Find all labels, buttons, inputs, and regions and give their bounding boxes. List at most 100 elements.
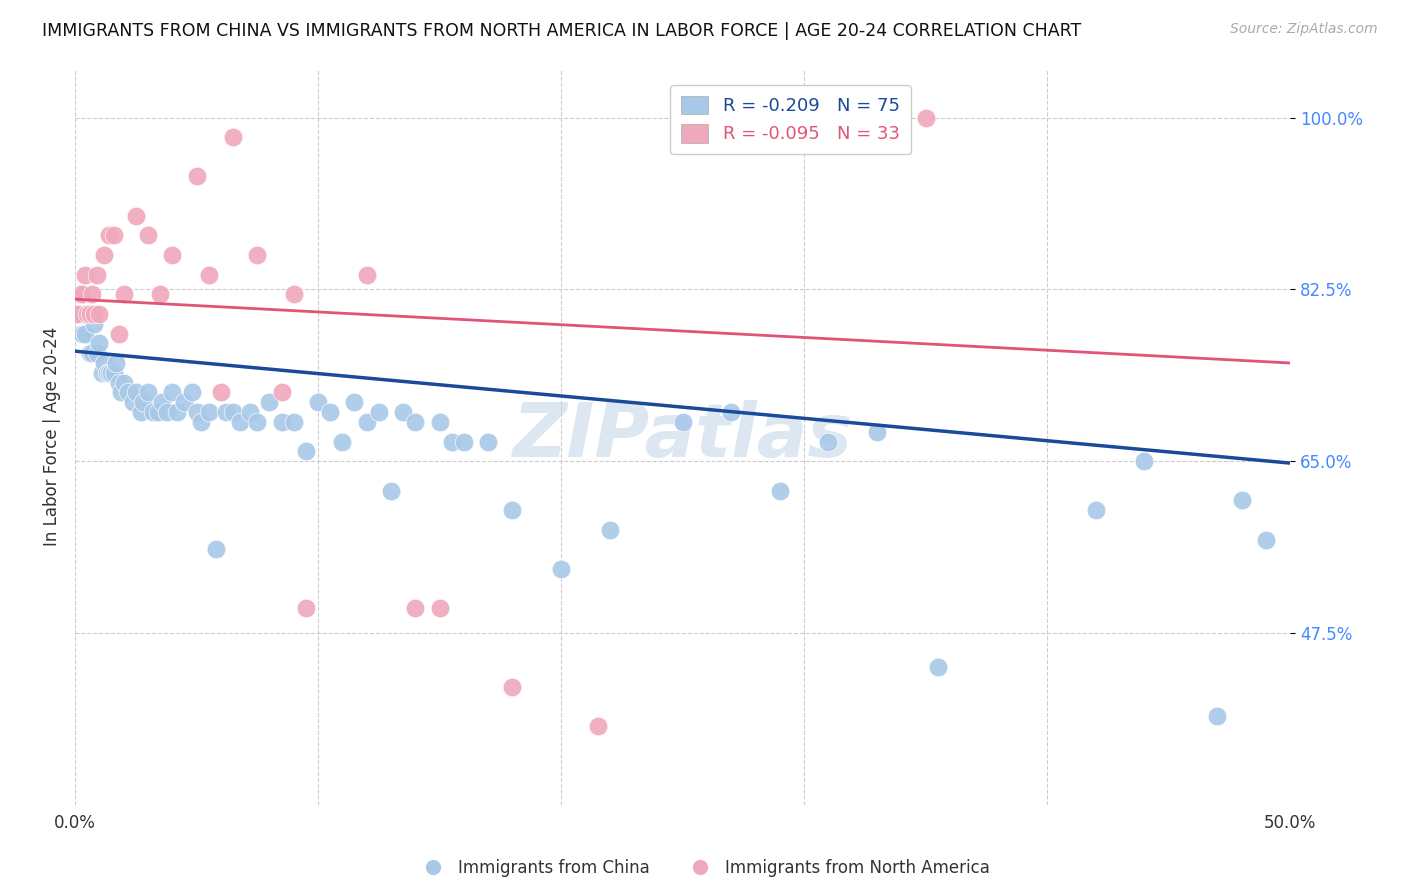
Point (112, 376, 135, 390)
Point (1133, 454, 1156, 468)
Point (392, 405, 415, 419)
Legend: R = -0.209   N = 75, R = -0.095   N = 33: R = -0.209 N = 75, R = -0.095 N = 33 (671, 85, 911, 154)
Point (190, 415, 212, 429)
Point (80, 287, 103, 301)
Point (453, 434, 475, 449)
Point (356, 268, 378, 282)
Point (404, 601, 426, 615)
Point (259, 395, 281, 409)
Point (93, 248, 115, 262)
Point (100, 366, 122, 380)
Point (817, 434, 839, 449)
Point (205, 542, 228, 557)
Point (1230, 493, 1253, 508)
Point (270, 415, 292, 429)
Legend: Immigrants from China, Immigrants from North America: Immigrants from China, Immigrants from N… (409, 853, 997, 884)
Point (89, 336, 111, 351)
Point (222, 130, 245, 145)
Point (501, 680, 523, 694)
Point (1206, 709, 1229, 723)
Point (76, 307, 98, 321)
Point (79, 307, 101, 321)
Point (229, 415, 252, 429)
Point (73, 268, 96, 282)
Point (149, 287, 172, 301)
Point (197, 268, 219, 282)
Point (76, 307, 98, 321)
Point (90, 366, 112, 380)
Point (72, 287, 94, 301)
Point (160, 385, 183, 400)
Point (927, 660, 949, 674)
Point (1254, 533, 1277, 547)
Text: IMMIGRANTS FROM CHINA VS IMMIGRANTS FROM NORTH AMERICA IN LABOR FORCE | AGE 20-2: IMMIGRANTS FROM CHINA VS IMMIGRANTS FROM… (42, 22, 1081, 40)
Point (501, 503, 523, 517)
Point (367, 405, 389, 419)
Point (283, 287, 305, 301)
Point (66, 307, 89, 321)
Point (107, 376, 129, 390)
Point (107, 326, 129, 341)
Point (83, 317, 105, 331)
Point (866, 425, 889, 439)
Point (440, 434, 463, 449)
Point (72, 326, 94, 341)
Point (156, 405, 179, 419)
Point (136, 228, 159, 243)
Point (186, 169, 208, 184)
Point (105, 356, 128, 370)
Point (72, 307, 94, 321)
Point (239, 405, 262, 419)
Point (586, 719, 609, 733)
Point (129, 405, 152, 419)
Point (186, 405, 208, 419)
Point (142, 405, 165, 419)
Point (122, 395, 145, 409)
Point (160, 248, 183, 262)
Point (93, 356, 115, 370)
Point (86, 346, 108, 360)
Point (477, 434, 499, 449)
Point (246, 415, 269, 429)
Point (429, 415, 451, 429)
Point (73, 326, 96, 341)
Point (295, 444, 318, 458)
Point (404, 415, 426, 429)
Point (146, 405, 169, 419)
Point (550, 562, 572, 576)
Point (112, 287, 135, 301)
Point (66, 307, 89, 321)
Point (110, 385, 132, 400)
Point (330, 434, 353, 449)
Point (125, 209, 148, 223)
Point (86, 268, 108, 282)
Point (295, 601, 318, 615)
Point (270, 385, 292, 400)
Point (222, 405, 245, 419)
Point (98, 228, 121, 243)
Point (103, 366, 125, 380)
Point (166, 405, 188, 419)
Text: Source: ZipAtlas.com: Source: ZipAtlas.com (1230, 22, 1378, 37)
Point (356, 415, 378, 429)
Point (152, 395, 174, 409)
Point (215, 405, 238, 419)
Text: ZIPatlas: ZIPatlas (513, 401, 852, 473)
Point (246, 248, 269, 262)
Point (283, 415, 305, 429)
Point (98, 366, 121, 380)
Point (429, 601, 451, 615)
Point (307, 395, 329, 409)
Point (380, 483, 402, 498)
Point (80, 346, 103, 360)
Point (599, 523, 621, 537)
Point (117, 385, 139, 400)
Point (96, 366, 118, 380)
Point (136, 385, 159, 400)
Point (103, 228, 125, 243)
Point (769, 483, 792, 498)
Point (180, 385, 202, 400)
Point (132, 395, 155, 409)
Point (79, 346, 101, 360)
Y-axis label: In Labor Force | Age 20-24: In Labor Force | Age 20-24 (44, 327, 60, 546)
